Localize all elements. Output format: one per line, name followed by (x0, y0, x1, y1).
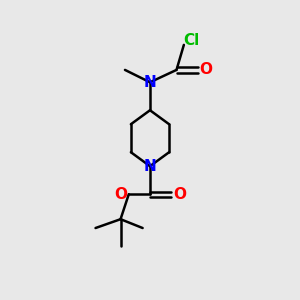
Text: O: O (114, 187, 127, 202)
Text: O: O (200, 62, 212, 77)
Text: Cl: Cl (183, 33, 199, 48)
Text: O: O (173, 187, 186, 202)
Text: N: N (144, 159, 156, 174)
Text: N: N (144, 75, 156, 90)
